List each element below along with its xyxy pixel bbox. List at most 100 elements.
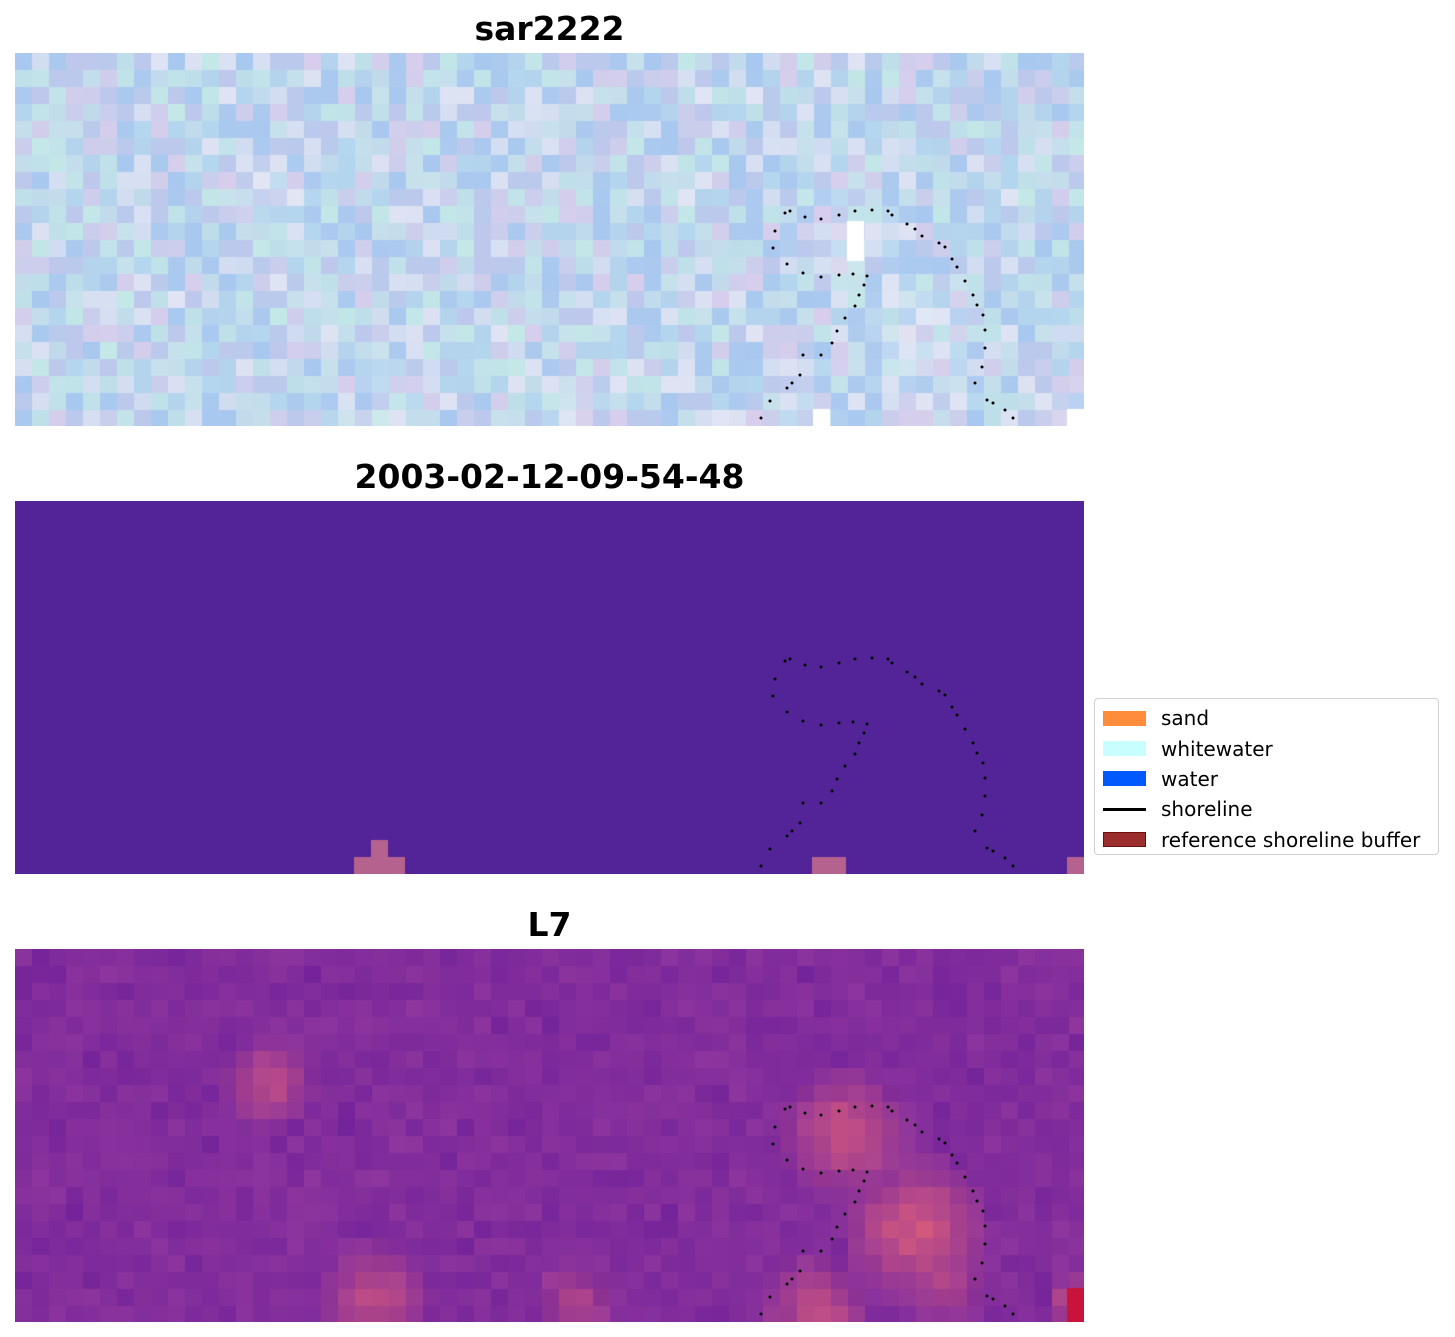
shoreline-overlay-sar xyxy=(759,208,1015,420)
legend-label-whitewater: whitewater xyxy=(1161,736,1273,761)
shoreline-point xyxy=(980,1261,984,1265)
shoreline-point xyxy=(950,705,954,709)
legend-label-sand: sand xyxy=(1161,706,1210,731)
shoreline-point xyxy=(981,761,985,765)
shoreline-point xyxy=(788,1105,792,1109)
shoreline-point xyxy=(773,229,777,233)
shoreline-point xyxy=(773,1125,777,1129)
shoreline-point xyxy=(853,209,857,213)
shoreline-overlay-l7 xyxy=(759,1104,1015,1316)
shoreline-point xyxy=(991,1297,995,1301)
shoreline-point xyxy=(937,689,941,693)
shoreline-point xyxy=(905,222,909,226)
shoreline-point xyxy=(913,675,917,679)
shoreline-point xyxy=(862,1179,866,1183)
shoreline-point xyxy=(913,1123,917,1127)
shoreline-point xyxy=(963,1175,967,1179)
shoreline-point xyxy=(801,801,805,805)
shoreline-point xyxy=(950,1153,954,1157)
legend-item-reference-buffer: reference shoreline buffer xyxy=(1095,825,1438,855)
panel-title-l7: L7 xyxy=(527,905,572,944)
shoreline-point xyxy=(790,1277,794,1281)
water-swatch xyxy=(1103,771,1146,787)
shoreline-point xyxy=(870,656,874,660)
shoreline-point xyxy=(950,257,954,261)
shoreline-point xyxy=(870,208,874,212)
shoreline-point xyxy=(913,227,917,231)
shoreline-point xyxy=(803,1111,807,1115)
shoreline-point xyxy=(981,313,985,317)
shoreline-point xyxy=(983,328,987,332)
legend-item-sand: sand xyxy=(1095,703,1438,733)
shoreline-point xyxy=(803,215,807,219)
shoreline-point xyxy=(943,245,947,249)
shoreline-point xyxy=(943,1141,947,1145)
shoreline-point xyxy=(975,751,979,755)
shoreline-point xyxy=(963,279,967,283)
shoreline-point xyxy=(771,246,775,250)
shoreline-point xyxy=(870,1104,874,1108)
shoreline-point xyxy=(798,373,802,377)
whitewater-swatch xyxy=(1103,741,1146,757)
shoreline-point xyxy=(955,713,959,717)
l7-image-panel xyxy=(15,949,1084,1322)
shoreline-point xyxy=(771,1142,775,1146)
shoreline-point xyxy=(830,789,834,793)
shoreline-point xyxy=(785,386,789,390)
shoreline-point xyxy=(843,764,847,768)
shoreline-point xyxy=(819,217,823,221)
shoreline-point xyxy=(790,381,794,385)
l7-image xyxy=(15,949,1084,1322)
reference-buffer-swatch xyxy=(1103,832,1146,848)
shoreline-point xyxy=(865,1170,869,1174)
shoreline-point xyxy=(983,346,987,350)
shoreline-point xyxy=(819,801,823,805)
shoreline-point xyxy=(853,304,857,308)
shoreline-point xyxy=(865,274,869,278)
shoreline-point xyxy=(857,293,861,297)
shoreline-point xyxy=(853,1200,857,1204)
shoreline-point xyxy=(837,1169,841,1173)
shoreline-point xyxy=(1011,416,1015,420)
shoreline-point xyxy=(819,275,823,279)
shoreline-point xyxy=(819,723,823,727)
shoreline-point xyxy=(890,661,894,665)
shoreline-point xyxy=(837,721,841,725)
classified-image-panel xyxy=(15,501,1084,874)
shoreline-point xyxy=(801,1249,805,1253)
shoreline-point xyxy=(783,1107,787,1111)
sar-image-panel xyxy=(15,53,1084,426)
legend-label-reference-buffer: reference shoreline buffer xyxy=(1161,827,1421,852)
shoreline-point xyxy=(981,1209,985,1213)
shoreline-point xyxy=(801,271,805,275)
shoreline-point xyxy=(890,1109,894,1113)
shoreline-point xyxy=(819,1249,823,1253)
shoreline-point xyxy=(983,794,987,798)
shoreline-point xyxy=(837,213,841,217)
shoreline-point xyxy=(983,776,987,780)
shoreline-point xyxy=(771,694,775,698)
shoreline-point xyxy=(920,682,924,686)
shoreline-point xyxy=(1003,408,1007,412)
shoreline-point xyxy=(980,365,984,369)
shoreline-point xyxy=(857,741,861,745)
panel-title-date: 2003-02-12-09-54-48 xyxy=(354,457,745,496)
sand-swatch xyxy=(1103,710,1146,726)
shoreline-point xyxy=(803,663,807,667)
shoreline-point xyxy=(798,821,802,825)
shoreline-point xyxy=(985,1294,989,1298)
shoreline-point xyxy=(971,741,975,745)
shoreline-point xyxy=(768,399,772,403)
classified-image xyxy=(15,501,1084,874)
shoreline-point xyxy=(835,329,839,333)
shoreline-point xyxy=(862,283,866,287)
shoreline-point xyxy=(819,665,823,669)
shoreline-point xyxy=(920,234,924,238)
legend-item-whitewater: whitewater xyxy=(1095,733,1438,763)
shoreline-point xyxy=(785,1158,789,1162)
shoreline-point xyxy=(801,1167,805,1171)
shoreline-point xyxy=(853,752,857,756)
shoreline-point xyxy=(886,1105,890,1109)
shoreline-point xyxy=(983,1224,987,1228)
shoreline-point xyxy=(788,209,792,213)
